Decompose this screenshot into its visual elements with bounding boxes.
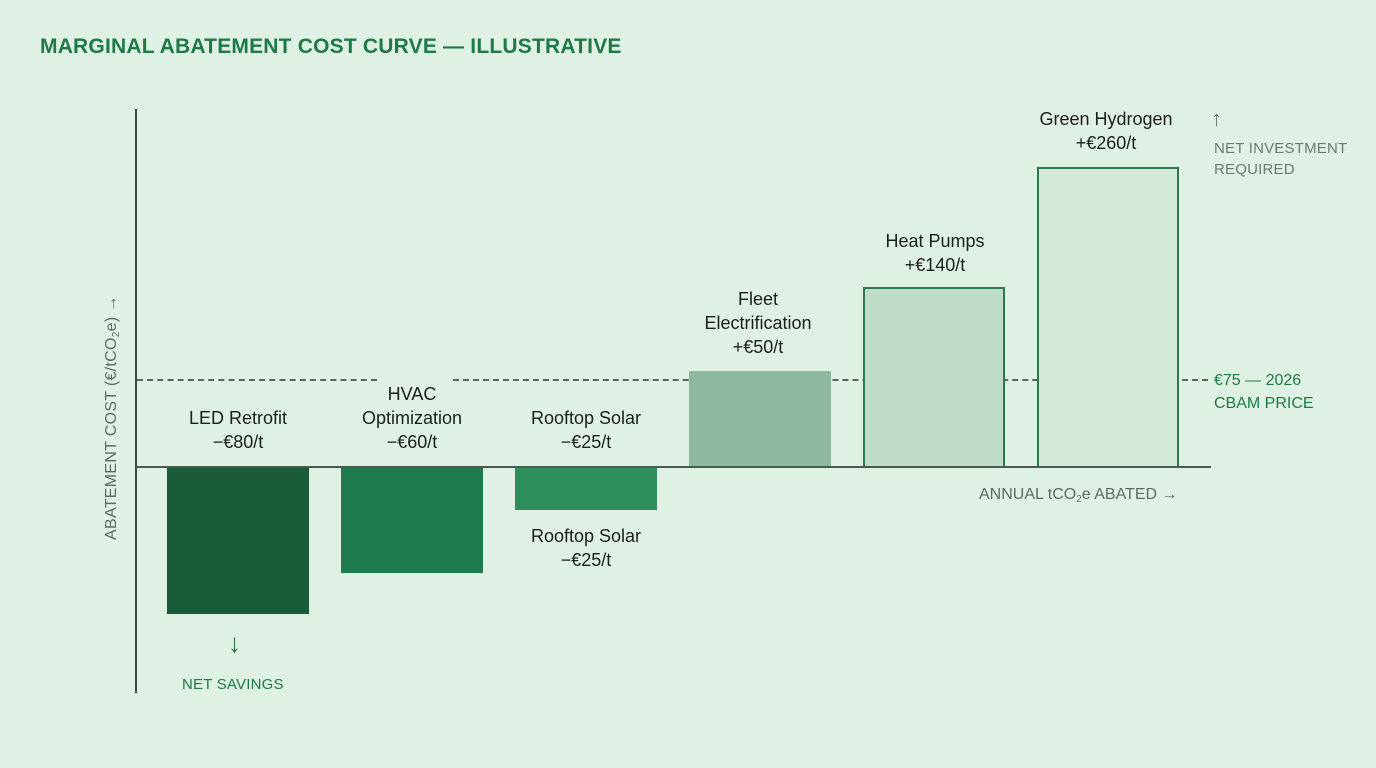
bar-value: +€140/t — [904, 255, 966, 275]
bar-fleet-electrification — [689, 371, 831, 467]
net-savings-label: NET SAVINGS — [182, 676, 284, 693]
bar-name: Fleet — [737, 289, 779, 309]
bar-label-rooftop-solar: Rooftop Solar −€25/t — [486, 406, 686, 454]
bar-label-heat-pumps: Heat Pumps +€140/t — [835, 229, 1035, 277]
bar-name: Optimization — [361, 408, 463, 428]
x-axis-label: ANNUAL tCO2e ABATED → — [979, 486, 1178, 505]
bar-label-rooftop-solar-below: Rooftop Solar −€25/t — [486, 524, 686, 572]
bar-rooftop-solar — [515, 467, 657, 510]
net-investment-label: NET INVESTMENT REQUIRED — [1214, 140, 1348, 178]
bar-name: LED Retrofit — [188, 408, 288, 428]
bar-name: Green Hydrogen — [1039, 109, 1173, 129]
zero-baseline — [136, 466, 1211, 468]
bar-value: +€50/t — [732, 337, 784, 357]
bar-name: Rooftop Solar — [530, 526, 642, 546]
bar-name: Rooftop Solar — [530, 408, 642, 428]
cbam-reference-line — [137, 379, 377, 381]
bar-hvac-optimization — [341, 467, 483, 573]
bar-value: +€260/t — [1075, 133, 1137, 153]
bar-led-retrofit — [167, 467, 309, 614]
bar-value: −€60/t — [386, 432, 438, 452]
bar-heat-pumps — [863, 287, 1005, 467]
bar-value: −€80/t — [212, 432, 264, 452]
bar-name: HVAC — [387, 384, 437, 404]
bar-label-led-retrofit: LED Retrofit −€80/t — [138, 406, 338, 454]
bar-name: Heat Pumps — [885, 231, 985, 251]
arrow-up-icon: ↑ — [1211, 106, 1222, 131]
y-axis-label: ABATEMENT COST (€/tCO2e) → — [103, 295, 122, 540]
chart-title: MARGINAL ABATEMENT COST CURVE — ILLUSTRA… — [40, 35, 622, 58]
cbam-price-label: €75 — 2026 CBAM PRICE — [1214, 372, 1314, 412]
bar-value: −€25/t — [560, 550, 612, 570]
bar-label-fleet-electrification: Fleet Electrification +€50/t — [658, 287, 858, 359]
bar-label-hvac-optimization: HVAC Optimization −€60/t — [312, 382, 512, 454]
bar-value: −€25/t — [560, 432, 612, 452]
arrow-down-icon: ↓ — [228, 628, 241, 658]
bar-name: Electrification — [704, 313, 812, 333]
bar-label-green-hydrogen: Green Hydrogen +€260/t — [1006, 107, 1206, 155]
bar-green-hydrogen — [1037, 167, 1179, 467]
y-axis-line — [135, 109, 137, 693]
